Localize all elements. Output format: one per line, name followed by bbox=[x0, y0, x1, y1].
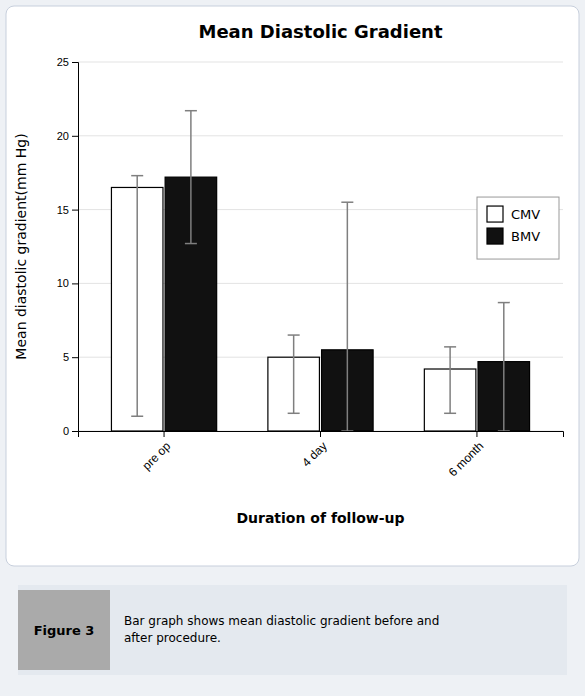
axis-line bbox=[79, 432, 564, 438]
caption-background bbox=[18, 585, 567, 675]
tick-label: 10 bbox=[57, 277, 69, 289]
grid bbox=[78, 62, 563, 431]
axis-line bbox=[72, 63, 79, 432]
tick: pre op bbox=[139, 431, 173, 473]
error-cap bbox=[444, 346, 456, 348]
legend: CMV BMV bbox=[477, 197, 559, 259]
tick-label: 15 bbox=[57, 204, 69, 216]
error-cap bbox=[498, 302, 510, 304]
tick-label: 6 month bbox=[446, 439, 487, 480]
error-cap bbox=[341, 430, 353, 431]
error-cap bbox=[288, 413, 300, 415]
caption-label: Figure 3 bbox=[34, 623, 95, 638]
legend-item: BMV bbox=[487, 228, 540, 244]
error-cap bbox=[185, 243, 197, 245]
tick-mark bbox=[72, 210, 78, 211]
x-axis: pre op 4 day 6 month bbox=[79, 431, 564, 479]
tick-mark bbox=[72, 357, 78, 358]
error-cap bbox=[185, 110, 197, 112]
caption-line: after procedure. bbox=[124, 631, 221, 645]
grid-line bbox=[78, 62, 563, 63]
caption: Figure 3 Bar graph shows mean diastolic g… bbox=[18, 585, 567, 675]
tick-label: pre op bbox=[139, 439, 173, 473]
legend-label: BMV bbox=[511, 229, 540, 244]
legend-frame bbox=[477, 197, 559, 259]
error-bar bbox=[293, 335, 295, 413]
tick: 6 month bbox=[446, 431, 487, 479]
y-axis: 0 5 10 15 20 25 bbox=[57, 56, 79, 437]
caption-text: Bar graph shows mean diastolic gradient … bbox=[124, 614, 439, 645]
error-cap bbox=[444, 413, 456, 415]
y-axis-title: Mean diastolic gradient(mm Hg) bbox=[13, 133, 29, 359]
tick: 5 bbox=[63, 351, 78, 363]
error-cap bbox=[341, 201, 353, 203]
chart-panel bbox=[6, 6, 579, 566]
tick-label: 4 day bbox=[299, 439, 330, 470]
error-bar bbox=[347, 202, 349, 431]
error-bar bbox=[449, 347, 451, 413]
plot: 0 5 10 15 20 25 pre op 4 day 6 month CMV BMV bbox=[57, 56, 564, 479]
tick-mark bbox=[72, 431, 78, 432]
tick: 4 day bbox=[299, 431, 330, 470]
caption-line: Bar graph shows mean diastolic gradient … bbox=[124, 614, 439, 628]
tick-mark bbox=[164, 431, 165, 437]
error-bar bbox=[136, 176, 138, 417]
x-axis-title: Duration of follow-up bbox=[236, 510, 404, 526]
error-cap bbox=[131, 415, 143, 417]
legend-swatch bbox=[487, 228, 503, 244]
error-cap bbox=[288, 334, 300, 336]
tick-label: 5 bbox=[63, 351, 69, 363]
error-cap bbox=[131, 175, 143, 177]
tick-mark bbox=[320, 431, 321, 437]
series bbox=[165, 111, 529, 431]
title: Mean Diastolic Gradient bbox=[198, 21, 442, 42]
error-cap bbox=[498, 430, 510, 431]
grid-line bbox=[78, 135, 563, 136]
chart-svg: 0 5 10 15 20 25 pre op 4 day 6 month CMV BMV Mean D… bbox=[0, 0, 585, 696]
tick: 25 bbox=[57, 56, 78, 68]
caption-label-box bbox=[18, 590, 110, 670]
tick: 20 bbox=[57, 130, 78, 142]
tick-label: 20 bbox=[57, 130, 69, 142]
legend-item: CMV bbox=[487, 206, 540, 222]
tick-mark bbox=[72, 136, 78, 137]
series bbox=[111, 176, 475, 431]
tick-mark bbox=[72, 62, 78, 63]
tick-mark bbox=[72, 283, 78, 284]
marks bbox=[111, 111, 529, 431]
error-bar bbox=[503, 303, 505, 431]
legend-swatch bbox=[487, 206, 503, 222]
tick: 0 bbox=[63, 425, 78, 437]
tick-mark bbox=[476, 431, 477, 437]
tick-label: 25 bbox=[57, 56, 69, 68]
tick: 15 bbox=[57, 204, 78, 216]
legend-label: CMV bbox=[511, 207, 540, 222]
tick: 10 bbox=[57, 277, 78, 289]
error-bar bbox=[190, 111, 192, 244]
tick-label: 0 bbox=[63, 425, 69, 437]
